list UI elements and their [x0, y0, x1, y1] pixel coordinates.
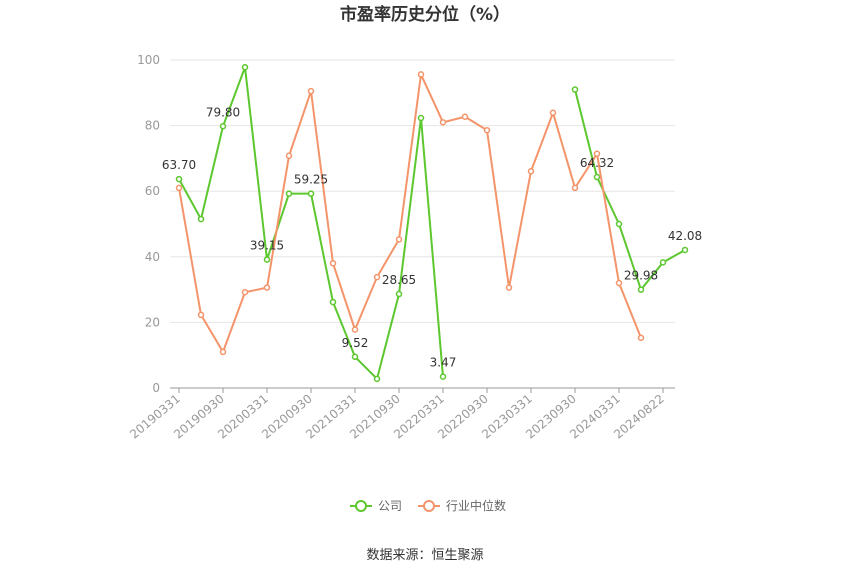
data-point[interactable]	[395, 290, 403, 298]
data-point[interactable]	[527, 167, 535, 175]
data-labels: 63.70 79.80 39.15 59.25 9.52 28.65 3.47 64.32 29…	[162, 105, 702, 369]
y-axis-ticks: 0 20 40 60 80 100	[137, 53, 160, 395]
data-point[interactable]	[659, 259, 667, 266]
x-axis: 2019033120190930202003312020093020210331…	[127, 387, 675, 442]
data-point[interactable]	[351, 326, 359, 333]
data-point[interactable]	[175, 175, 183, 183]
y-tick-label: 40	[145, 250, 160, 264]
data-point[interactable]	[175, 184, 183, 192]
data-point[interactable]	[329, 260, 337, 267]
series-company	[175, 63, 689, 383]
data-point[interactable]	[593, 173, 601, 181]
chart-title: 市盈率历史分位（%）	[340, 4, 510, 25]
data-point[interactable]	[615, 279, 623, 287]
data-point[interactable]	[549, 109, 557, 117]
data-point[interactable]	[241, 288, 249, 296]
series-layer	[175, 63, 689, 383]
data-point[interactable]	[571, 184, 579, 192]
legend-item-industry-median[interactable]: 行业中位数	[418, 498, 506, 513]
data-point[interactable]	[219, 348, 227, 356]
data-point[interactable]	[219, 123, 227, 130]
data-point[interactable]	[439, 373, 447, 380]
data-point[interactable]	[197, 311, 205, 319]
data-label: 29.98	[624, 269, 658, 283]
data-point[interactable]	[439, 119, 447, 126]
data-point[interactable]	[197, 215, 205, 223]
data-point[interactable]	[681, 246, 689, 254]
series-line	[178, 70, 642, 355]
y-tick-label: 80	[145, 119, 160, 133]
data-label: 39.15	[250, 239, 284, 253]
data-label: 28.65	[382, 273, 416, 287]
data-point[interactable]	[505, 284, 513, 291]
data-point[interactable]	[373, 375, 381, 383]
grid-lines	[170, 59, 675, 389]
series-line	[574, 89, 686, 292]
data-label: 64.32	[580, 156, 614, 170]
data-label: 79.80	[206, 105, 240, 119]
data-point[interactable]	[307, 190, 315, 197]
legend-marker-icon	[423, 500, 435, 512]
legend-label: 公司	[378, 499, 402, 513]
data-point[interactable]	[637, 286, 645, 293]
data-label: 59.25	[294, 173, 328, 187]
data-point[interactable]	[417, 71, 425, 78]
data-point[interactable]	[241, 63, 249, 71]
legend-label: 行业中位数	[446, 498, 506, 513]
data-point[interactable]	[285, 152, 293, 160]
y-tick-label: 60	[145, 184, 160, 198]
data-point[interactable]	[593, 150, 601, 158]
data-label: 3.47	[430, 356, 457, 370]
data-point[interactable]	[351, 353, 359, 361]
data-point[interactable]	[263, 284, 271, 291]
data-point[interactable]	[571, 86, 579, 93]
source-note: 数据来源：恒生聚源	[366, 548, 483, 563]
data-point[interactable]	[615, 220, 623, 228]
data-label: 63.70	[162, 158, 196, 172]
data-point[interactable]	[637, 334, 645, 342]
y-tick-label: 100	[137, 53, 160, 67]
y-tick-label: 20	[145, 315, 160, 329]
data-point[interactable]	[373, 273, 381, 281]
data-label: 9.52	[342, 336, 369, 350]
data-point[interactable]	[461, 113, 469, 120]
data-point[interactable]	[483, 126, 491, 134]
series-industry-median	[175, 70, 645, 356]
data-point[interactable]	[285, 190, 293, 197]
data-point[interactable]	[417, 114, 425, 122]
data-point[interactable]	[263, 256, 271, 263]
y-tick-label: 0	[152, 381, 160, 395]
data-point[interactable]	[395, 236, 403, 243]
legend: 公司 行业中位数	[350, 498, 506, 513]
data-point[interactable]	[329, 298, 337, 306]
legend-marker-icon	[355, 500, 367, 512]
legend-item-company[interactable]: 公司	[350, 499, 402, 513]
data-label: 42.08	[668, 229, 702, 243]
data-point[interactable]	[307, 87, 315, 95]
